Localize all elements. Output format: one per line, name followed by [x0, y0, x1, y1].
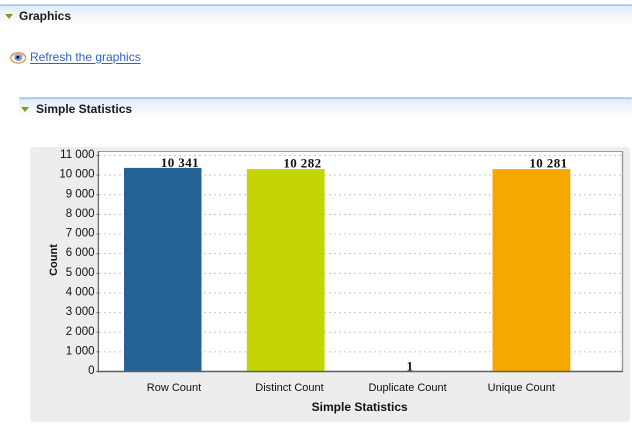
- svg-text:4 000: 4 000: [66, 287, 95, 299]
- svg-text:Duplicate Count: Duplicate Count: [368, 382, 446, 394]
- svg-text:10 281: 10 281: [529, 156, 567, 171]
- svg-text:10 341: 10 341: [161, 155, 199, 170]
- svg-text:0: 0: [88, 365, 94, 377]
- svg-text:9 000: 9 000: [66, 188, 95, 200]
- svg-text:2 000: 2 000: [66, 326, 95, 338]
- svg-text:Distinct Count: Distinct Count: [255, 382, 323, 394]
- svg-text:7 000: 7 000: [66, 228, 95, 240]
- svg-text:5 000: 5 000: [66, 267, 95, 279]
- svg-text:Simple Statistics: Simple Statistics: [312, 400, 408, 414]
- svg-text:1: 1: [407, 358, 414, 373]
- svg-text:10 282: 10 282: [283, 156, 321, 171]
- svg-text:Count: Count: [48, 244, 60, 276]
- svg-text:6 000: 6 000: [66, 247, 95, 259]
- svg-text:3 000: 3 000: [66, 306, 95, 318]
- svg-text:10 000: 10 000: [59, 169, 94, 181]
- svg-text:1 000: 1 000: [66, 345, 95, 357]
- svg-text:Unique Count: Unique Count: [488, 382, 555, 394]
- svg-text:11 000: 11 000: [60, 149, 94, 161]
- svg-text:Row Count: Row Count: [147, 382, 201, 394]
- svg-text:8 000: 8 000: [66, 208, 95, 220]
